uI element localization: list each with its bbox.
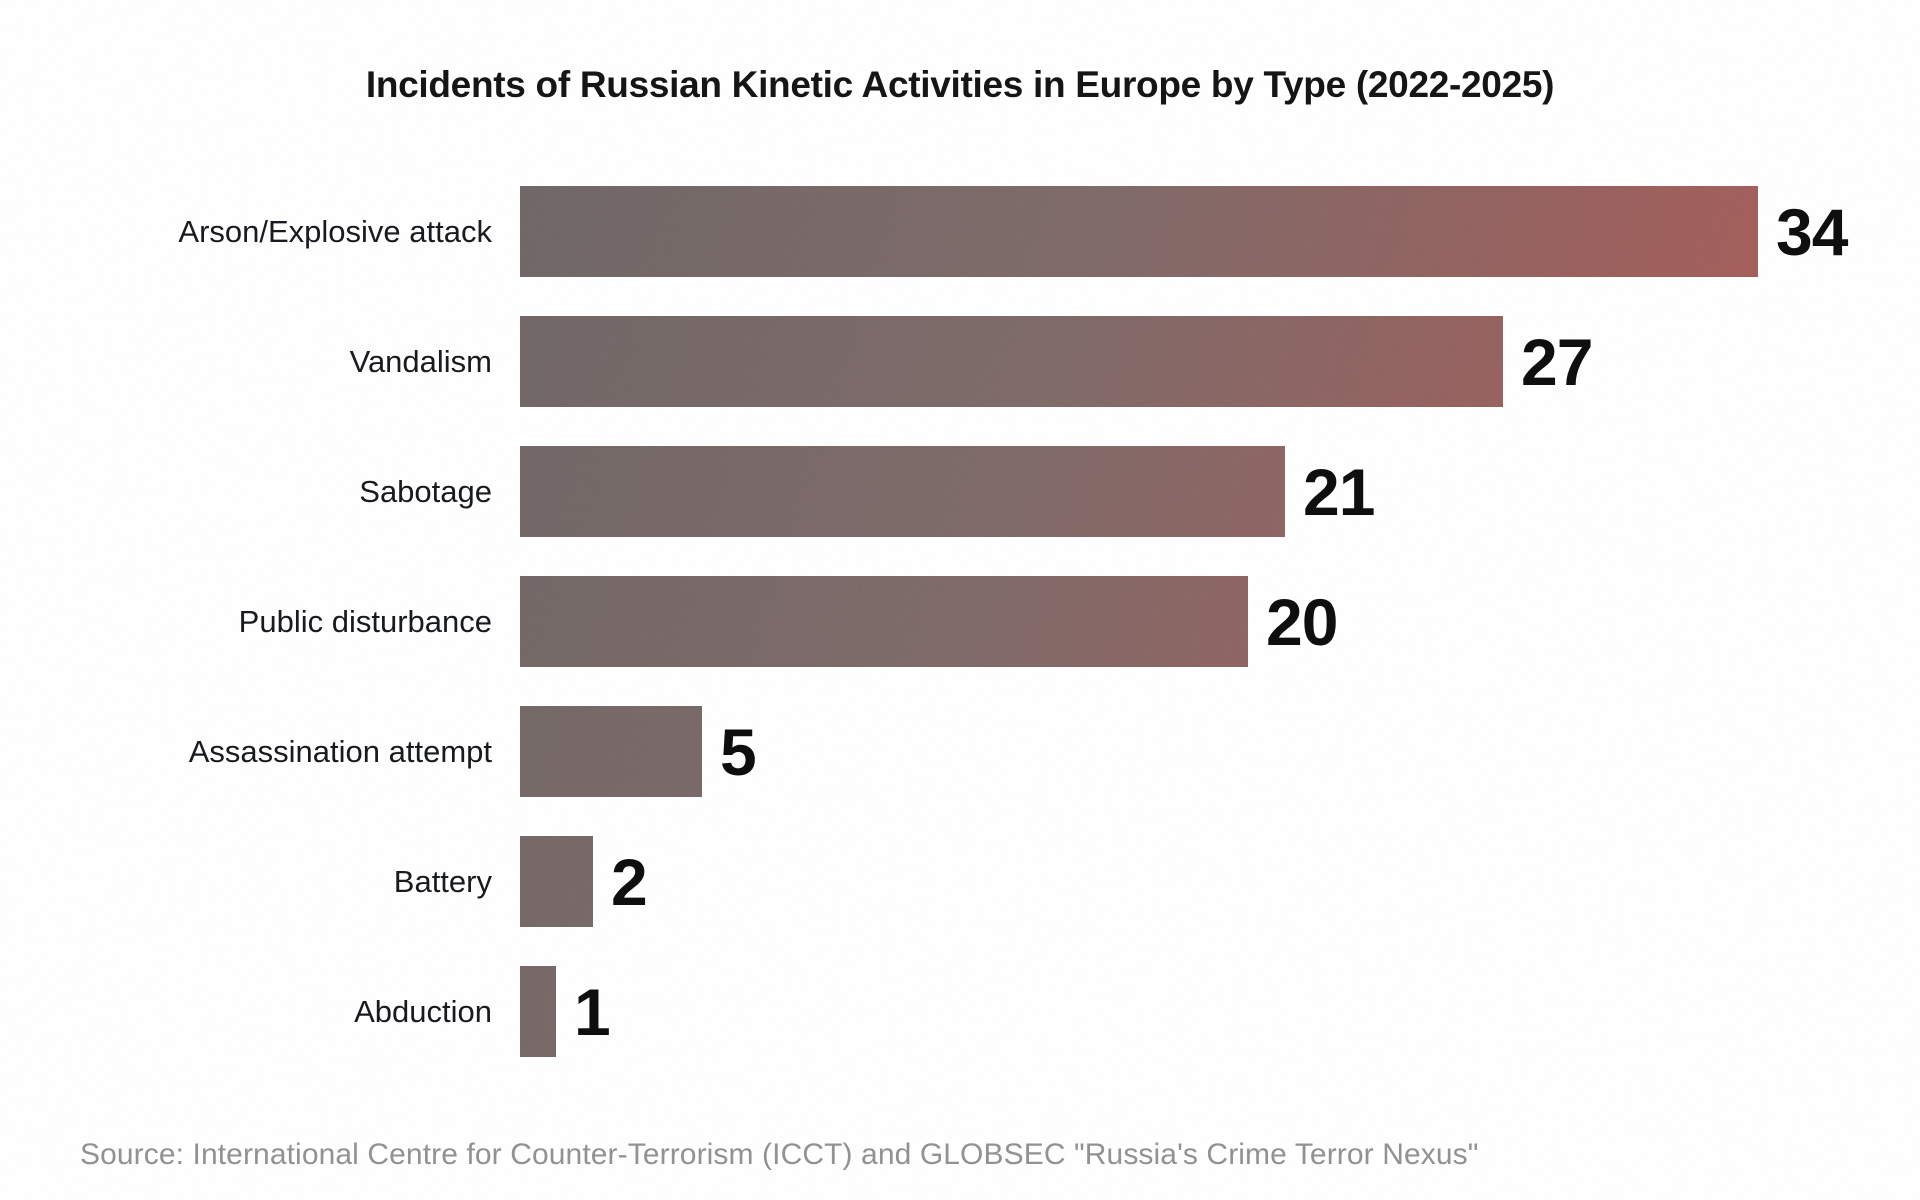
- value-label: 1: [574, 974, 611, 1049]
- value-label: 21: [1303, 454, 1375, 529]
- bar: [520, 316, 1503, 407]
- bar-rows: Arson/Explosive attack 34 Vandalism 27: [0, 186, 1920, 1058]
- bar-row: Arson/Explosive attack 34: [0, 186, 1920, 277]
- bar-track: 20: [520, 576, 1860, 667]
- category-label: Public disturbance: [238, 603, 492, 639]
- bar-row: Public disturbance 20: [0, 576, 1920, 667]
- source-note: Source: International Centre for Counter…: [80, 1138, 1479, 1171]
- bar-row: Battery 2: [0, 836, 1920, 927]
- value-label: 27: [1521, 324, 1593, 399]
- bar: [520, 186, 1758, 277]
- bar: [520, 836, 593, 927]
- bar-row: Assassination attempt 5: [0, 706, 1920, 797]
- value-label: 2: [611, 844, 648, 919]
- category-label: Battery: [393, 863, 492, 899]
- category-label: Arson/Explosive attack: [178, 213, 492, 249]
- bar: [520, 706, 702, 797]
- noise-texture: [520, 706, 702, 797]
- noise-texture: [520, 576, 1248, 667]
- category-label: Sabotage: [359, 473, 492, 509]
- bar-track: 21: [520, 446, 1860, 537]
- bar-track: 2: [520, 836, 1860, 927]
- bar: [520, 446, 1285, 537]
- bar: [520, 966, 556, 1057]
- chart-title: Incidents of Russian Kinetic Activities …: [365, 64, 1555, 105]
- bar-track: 27: [520, 316, 1860, 407]
- noise-texture: [520, 316, 1503, 407]
- category-label: Abduction: [354, 993, 492, 1029]
- noise-texture: [520, 186, 1758, 277]
- noise-texture: [520, 836, 593, 927]
- category-label: Assassination attempt: [188, 733, 492, 769]
- value-label: 34: [1776, 194, 1848, 269]
- bar-row: Sabotage 21: [0, 446, 1920, 537]
- bar: [520, 576, 1248, 667]
- bar-row: Abduction 1: [0, 966, 1920, 1057]
- bar-row: Vandalism 27: [0, 316, 1920, 407]
- noise-texture: [520, 446, 1285, 537]
- category-label: Vandalism: [349, 343, 492, 379]
- value-label: 20: [1266, 584, 1338, 659]
- bar-track: 1: [520, 966, 1860, 1057]
- bar-track: 5: [520, 706, 1860, 797]
- value-label: 5: [720, 714, 757, 789]
- bar-track: 34: [520, 186, 1860, 277]
- noise-texture: [520, 966, 556, 1057]
